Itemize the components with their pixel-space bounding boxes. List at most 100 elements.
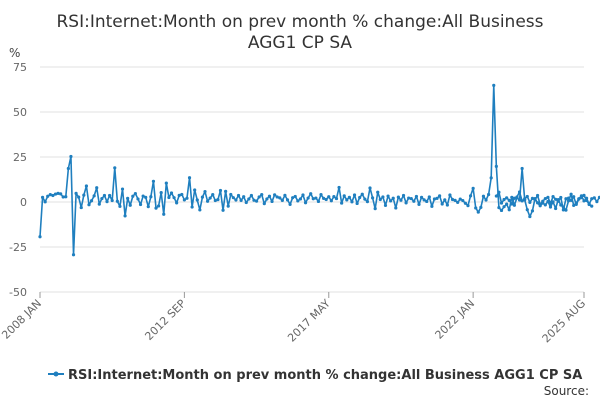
data-point <box>525 194 529 199</box>
data-point <box>262 202 266 206</box>
data-point <box>169 191 174 195</box>
data-point <box>394 206 398 210</box>
data-point <box>468 194 473 198</box>
data-point <box>445 203 449 207</box>
data-point <box>497 205 501 210</box>
data-point <box>100 196 104 201</box>
data-point <box>443 198 447 202</box>
data-point <box>97 202 101 206</box>
data-point <box>337 185 341 190</box>
data-point <box>311 197 315 201</box>
data-point <box>239 198 243 202</box>
data-point <box>492 83 496 87</box>
data-point <box>561 205 565 209</box>
data-point <box>244 200 248 205</box>
data-point <box>89 199 94 203</box>
data-point <box>113 166 117 170</box>
data-point <box>64 195 68 199</box>
data-point <box>288 202 292 206</box>
data-point <box>340 201 344 205</box>
x-tick-label: 2022 JAN <box>433 297 478 342</box>
data-point <box>590 204 594 208</box>
data-point <box>401 193 406 198</box>
data-point <box>528 200 532 204</box>
data-point <box>193 188 197 192</box>
x-tick-label: 2008 JAN <box>0 297 44 342</box>
data-point <box>554 206 558 211</box>
data-point <box>453 198 457 202</box>
data-point <box>110 198 114 203</box>
data-point <box>301 193 305 197</box>
data-point <box>115 199 119 203</box>
data-point <box>584 196 589 200</box>
data-point <box>303 201 308 205</box>
data-point <box>118 204 122 208</box>
data-point <box>370 196 375 200</box>
data-point <box>316 199 321 204</box>
data-point <box>314 196 318 200</box>
data-point <box>412 199 416 203</box>
data-point <box>535 193 540 198</box>
y-tick-label: -25 <box>9 241 27 254</box>
data-point <box>471 186 475 190</box>
data-point <box>517 198 522 202</box>
data-point <box>350 200 354 204</box>
data-point <box>440 202 444 206</box>
data-point <box>381 195 385 199</box>
data-point <box>61 195 65 199</box>
data-point <box>523 197 527 201</box>
data-point <box>221 208 225 212</box>
data-point <box>499 201 504 205</box>
data-point <box>46 194 50 198</box>
data-point <box>494 194 498 198</box>
data-point <box>556 199 560 203</box>
data-point <box>293 194 297 199</box>
data-point <box>597 195 600 199</box>
data-point <box>59 192 63 196</box>
data-point <box>296 199 300 203</box>
data-point <box>231 196 235 200</box>
data-point <box>95 186 99 190</box>
data-point <box>102 193 107 198</box>
data-point <box>242 195 246 199</box>
data-point <box>510 202 514 206</box>
legend-marker <box>53 371 59 377</box>
series-line-segment <box>39 84 593 256</box>
data-point <box>383 203 388 208</box>
data-point <box>128 203 132 207</box>
data-point <box>218 188 223 193</box>
data-point <box>182 198 186 202</box>
data-point <box>533 198 537 202</box>
x-tick-label: 2025 AUG <box>540 297 589 346</box>
data-point <box>561 208 565 212</box>
data-point <box>151 179 156 183</box>
y-tick-label: 75 <box>13 61 27 74</box>
series-line <box>39 84 600 256</box>
data-point <box>205 199 210 203</box>
data-point <box>82 193 86 197</box>
y-axis-unit-label: % <box>9 46 20 60</box>
data-point <box>275 195 279 199</box>
data-point <box>267 194 272 198</box>
data-point <box>136 197 140 201</box>
data-point <box>319 193 323 197</box>
data-point <box>502 197 506 202</box>
data-point <box>53 192 58 196</box>
data-point <box>538 202 542 207</box>
data-point <box>306 196 310 200</box>
data-point <box>278 196 282 200</box>
data-point <box>172 196 176 200</box>
data-point <box>249 193 254 198</box>
data-point <box>430 204 434 208</box>
data-point <box>432 197 437 201</box>
data-point <box>226 204 230 208</box>
data-point <box>546 199 550 204</box>
data-point <box>141 194 145 198</box>
data-point <box>270 199 274 204</box>
data-point <box>515 195 519 199</box>
data-point <box>551 195 555 199</box>
data-point <box>564 197 568 201</box>
data-point <box>566 196 571 200</box>
data-point <box>187 176 192 180</box>
